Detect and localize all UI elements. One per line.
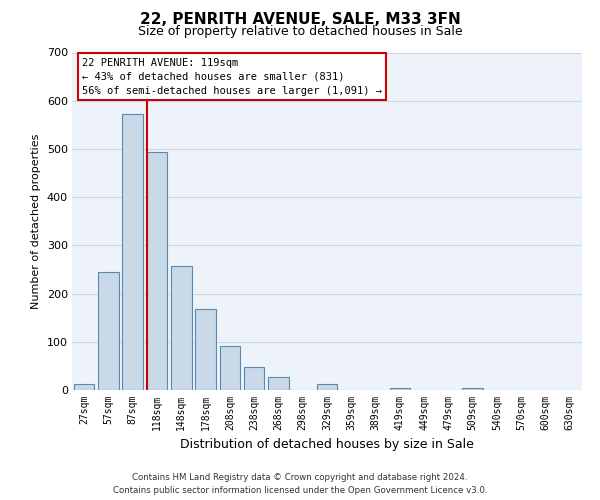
Text: 22 PENRITH AVENUE: 119sqm
← 43% of detached houses are smaller (831)
56% of semi: 22 PENRITH AVENUE: 119sqm ← 43% of detac… (82, 58, 382, 96)
Bar (74, 384, 94, 390)
Bar (220, 346, 240, 390)
Bar (317, 384, 337, 390)
Bar (244, 368, 265, 390)
Bar (171, 266, 191, 390)
Y-axis label: Number of detached properties: Number of detached properties (31, 134, 41, 309)
Text: Size of property relative to detached houses in Sale: Size of property relative to detached ho… (137, 25, 463, 38)
Bar (195, 308, 216, 390)
Bar (463, 388, 483, 390)
Bar (268, 377, 289, 390)
Bar (98, 272, 119, 390)
Text: Contains HM Land Registry data © Crown copyright and database right 2024.
Contai: Contains HM Land Registry data © Crown c… (113, 473, 487, 495)
Bar (389, 388, 410, 390)
Text: 22, PENRITH AVENUE, SALE, M33 3FN: 22, PENRITH AVENUE, SALE, M33 3FN (140, 12, 460, 28)
X-axis label: Distribution of detached houses by size in Sale: Distribution of detached houses by size … (180, 438, 474, 452)
Bar (122, 114, 143, 390)
Bar (146, 152, 167, 390)
